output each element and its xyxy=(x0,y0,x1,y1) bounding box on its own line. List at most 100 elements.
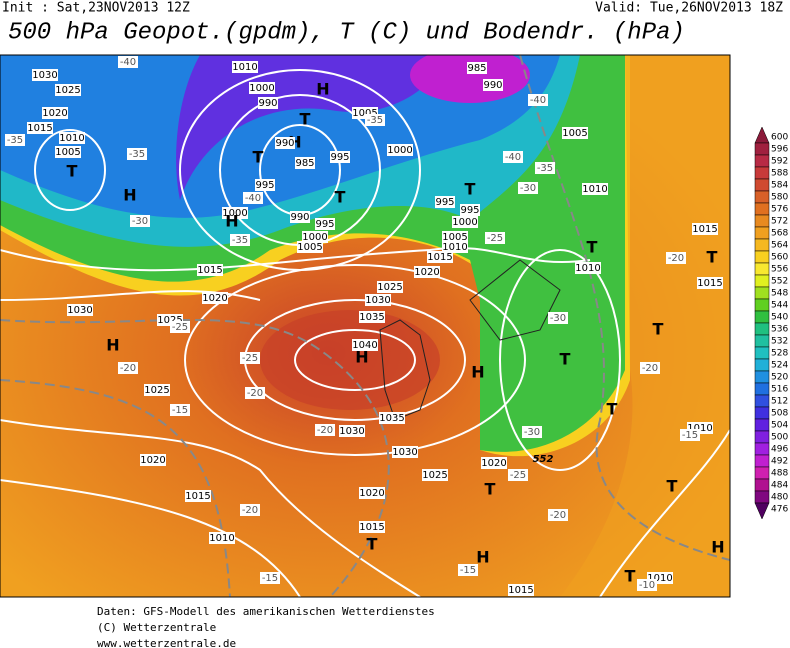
label-box xyxy=(255,179,275,191)
label-box xyxy=(442,241,468,253)
isobar-label: 1025 xyxy=(144,385,169,396)
pressure-center: T xyxy=(653,320,664,339)
colorbar-label: 508 xyxy=(771,409,788,419)
colorbar-cell xyxy=(754,334,770,348)
isotherm-label: -15 xyxy=(262,573,278,584)
isobar-label: 1000 xyxy=(249,83,274,94)
isobar-label: 1030 xyxy=(365,295,390,306)
isobar-label: 1010 xyxy=(575,263,600,274)
isobar-label: 1020 xyxy=(140,455,165,466)
isobar-label: 1000 xyxy=(302,232,327,243)
isobar-label: 990 xyxy=(483,80,502,91)
colorbar-label: 488 xyxy=(771,469,788,479)
colorbar-cell xyxy=(754,502,770,520)
label-box xyxy=(130,215,150,227)
isobar-label: 995 xyxy=(460,205,479,216)
isotherm-label: -35 xyxy=(129,149,145,160)
isobar-label: 1025 xyxy=(55,85,80,96)
colorbar-cell xyxy=(754,406,770,420)
pressure-center: T xyxy=(367,535,378,554)
isotherm-label: -20 xyxy=(550,510,566,521)
label-box xyxy=(118,56,138,68)
colorbar-label: 556 xyxy=(771,265,788,275)
pressure-center: H xyxy=(476,548,489,567)
colorbar-cell xyxy=(754,466,770,480)
colorbar-label: 588 xyxy=(771,169,788,179)
label-box xyxy=(222,207,248,219)
isotherm-label: -15 xyxy=(172,405,188,416)
isobar-label: 995 xyxy=(330,152,349,163)
isobar-label: 1020 xyxy=(414,267,439,278)
colorbar-cell xyxy=(754,250,770,264)
isobar-label: 995 xyxy=(315,219,334,230)
colorbar-label: 532 xyxy=(771,337,788,347)
isotherm-label: -25 xyxy=(242,353,258,364)
isobar-label: 1020 xyxy=(481,458,506,469)
pressure-center: T xyxy=(707,248,718,267)
isobar-label: 1010 xyxy=(209,533,234,544)
label-box xyxy=(442,231,468,243)
label-box xyxy=(392,446,418,458)
isotherm-label: -15 xyxy=(682,430,698,441)
isotherm-label: -10 xyxy=(639,580,655,591)
label-box xyxy=(197,264,223,276)
label-box xyxy=(365,114,385,126)
colorbar-cell xyxy=(754,142,770,156)
isotherm-label: -30 xyxy=(550,313,566,324)
label-box xyxy=(562,127,588,139)
label-box xyxy=(140,454,166,466)
isobar-label: 1030 xyxy=(392,447,417,458)
label-box xyxy=(170,321,190,333)
colorbar-cell xyxy=(754,190,770,204)
pressure-center: H xyxy=(225,212,238,231)
colorbar-label: 596 xyxy=(771,145,788,155)
colorbar-cell xyxy=(754,490,770,504)
colorbar-cell xyxy=(754,454,770,468)
label-box xyxy=(503,151,523,163)
isotherm-label: -40 xyxy=(505,152,521,163)
label-box xyxy=(275,137,295,149)
isobar-label: 1005 xyxy=(297,242,322,253)
colorbar-cell xyxy=(754,226,770,240)
isotherm-label: -35 xyxy=(7,135,23,146)
colorbar-cell xyxy=(754,442,770,456)
colorbar-label: 496 xyxy=(771,445,788,455)
colorbar-cell xyxy=(754,126,770,144)
isobar-label: 1015 xyxy=(359,522,384,533)
label-box xyxy=(170,404,190,416)
footer-line: (C) Wetterzentrale xyxy=(97,621,216,634)
label-box xyxy=(352,339,378,351)
isotherm-label: -35 xyxy=(537,163,553,174)
label-box xyxy=(202,292,228,304)
isobar-label: 1030 xyxy=(339,426,364,437)
isobar-label: 1005 xyxy=(352,108,377,119)
pressure-center: T xyxy=(67,162,78,181)
label-box xyxy=(522,426,542,438)
colorbar-label: 548 xyxy=(771,289,788,299)
isotherm-label: -20 xyxy=(120,363,136,374)
label-box xyxy=(414,266,440,278)
isobar-label: 1015 xyxy=(197,265,222,276)
colorbar-cell xyxy=(754,358,770,372)
isobar-label: 990 xyxy=(290,212,309,223)
colorbar-cell xyxy=(754,322,770,336)
label-box xyxy=(290,211,310,223)
colorbar-label: 560 xyxy=(771,253,788,263)
colorbar-label: 600 xyxy=(771,133,788,143)
colorbar-label: 524 xyxy=(771,361,788,371)
colorbar-label: 516 xyxy=(771,385,788,395)
label-box xyxy=(32,69,58,81)
label-box xyxy=(508,584,534,596)
colorbar-cell xyxy=(754,286,770,300)
label-box xyxy=(697,277,723,289)
label-box xyxy=(485,232,505,244)
colorbar-cell xyxy=(754,418,770,432)
init-time: Init : Sat,23NOV2013 12Z xyxy=(2,1,190,16)
map-frame xyxy=(0,54,731,598)
label-box xyxy=(302,231,328,243)
isobar-label: 1015 xyxy=(697,278,722,289)
label-box xyxy=(692,223,718,235)
colorbar-cell xyxy=(754,478,770,492)
colorbar-cell xyxy=(754,202,770,216)
